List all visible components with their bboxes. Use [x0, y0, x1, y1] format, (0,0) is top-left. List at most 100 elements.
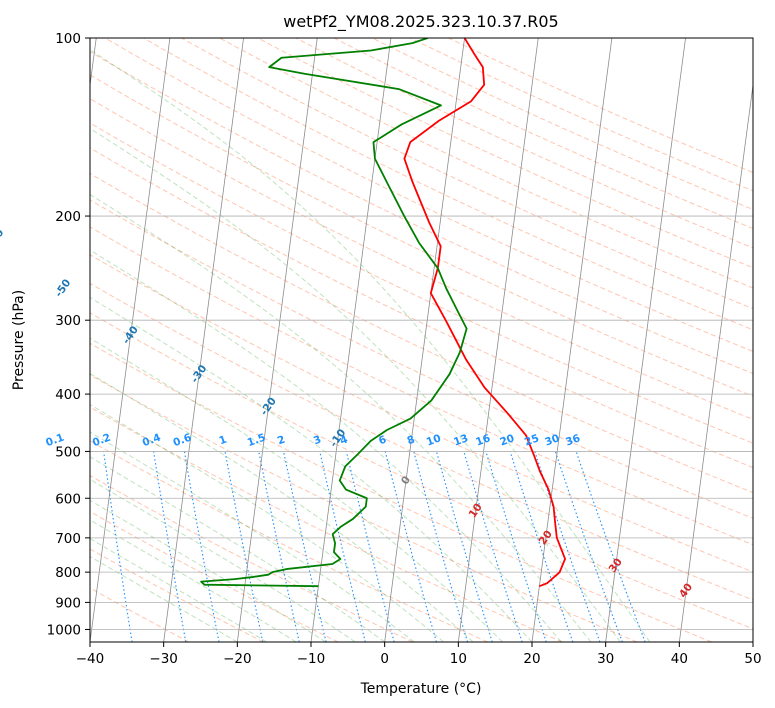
mixing-ratio-line — [319, 451, 366, 642]
moist-adiabat — [90, 49, 651, 642]
moist-adiabat — [90, 193, 592, 642]
isotherm — [90, 38, 171, 642]
isotherm — [90, 38, 97, 89]
y-tick-label: 500 — [55, 444, 81, 460]
dewpoint-line — [200, 38, 468, 588]
isotherm-label: -50 — [53, 277, 74, 299]
isotherm-label: -30 — [189, 363, 210, 385]
mixing-ratio-label: 16 — [474, 432, 492, 448]
mixing-ratio-line — [463, 451, 523, 642]
x-tick-label: 30 — [597, 651, 614, 667]
isotherm — [310, 38, 392, 642]
y-tick-label: 600 — [55, 491, 81, 507]
y-tick-label: 700 — [55, 531, 81, 547]
y-tick-label: 300 — [55, 313, 81, 329]
mixing-ratio-label: 30 — [543, 432, 561, 448]
moist-adiabat — [90, 403, 444, 642]
moist-adiabat — [90, 538, 268, 642]
isotherm-label: 40 — [677, 581, 695, 600]
x-tick-label: 50 — [744, 651, 761, 667]
mixing-ratio-label: 1.5 — [246, 432, 268, 450]
y-tick-label: 900 — [55, 595, 81, 611]
dry-adiabat — [90, 374, 638, 642]
dry-adiabat — [90, 406, 563, 642]
isotherm — [678, 82, 753, 642]
mixing-ratio-label: 6 — [377, 433, 388, 447]
dry-adiabat — [90, 587, 190, 642]
x-axis-label: Temperature (°C) — [360, 681, 482, 697]
mixing-ratio-line — [183, 451, 220, 642]
isotherm — [163, 38, 244, 642]
dry-adiabat — [90, 147, 753, 469]
isotherm — [531, 38, 613, 642]
mixing-ratio-label: 1 — [217, 433, 228, 447]
moist-adiabat — [90, 337, 503, 642]
mixing-ratio-line — [258, 451, 300, 642]
mixing-ratio-line — [224, 451, 264, 642]
x-tick-label: −10 — [297, 651, 326, 667]
dry-adiabat — [333, 38, 753, 230]
y-tick-label: 1000 — [47, 622, 81, 638]
dry-adiabat — [90, 474, 414, 642]
isotherm-label: 20 — [537, 528, 555, 547]
moist-adiabat — [90, 296, 533, 642]
mixing-ratio-label: 8 — [406, 433, 417, 447]
dry-adiabat — [90, 440, 488, 642]
mixing-ratio-label: 0.6 — [172, 432, 194, 450]
mixing-ratio-line — [554, 451, 623, 642]
mixing-ratio-label: 25 — [523, 432, 541, 448]
dry-adiabat — [372, 38, 753, 211]
moist-adiabat — [90, 372, 474, 642]
dry-adiabat — [219, 38, 753, 289]
dry-adiabat — [90, 254, 753, 573]
mixing-ratio-line — [509, 451, 574, 642]
x-tick-label: 40 — [671, 651, 688, 667]
isotherm — [457, 38, 539, 642]
dry-adiabat — [90, 226, 753, 546]
dry-adiabat — [104, 38, 753, 352]
moist-adiabat — [90, 127, 621, 642]
mixing-ratio-label: 10 — [425, 432, 443, 448]
mixing-ratio-line — [413, 451, 469, 642]
mixing-ratio-line — [103, 451, 133, 642]
plot-frame — [89, 37, 754, 643]
x-tick-label: −40 — [76, 651, 105, 667]
dry-adiabat — [90, 312, 753, 630]
moist-adiabat — [90, 431, 415, 642]
dry-adiabat — [90, 199, 753, 519]
isotherm — [236, 38, 318, 642]
dry-adiabat — [143, 38, 753, 331]
mixing-ratio-label: 13 — [452, 432, 470, 448]
dry-adiabat — [90, 51, 753, 375]
mixing-ratio-line — [283, 451, 327, 642]
isotherm-label: -20 — [258, 395, 279, 417]
moist-adiabat — [90, 478, 356, 642]
moist-adiabat — [90, 519, 297, 642]
mixing-ratio-label: 0.1 — [44, 432, 66, 450]
chart-title: wetPf2_YM08.2025.323.10.37.R05 — [283, 12, 558, 32]
isotherm — [384, 38, 465, 642]
y-axis-label: Pressure (hPa) — [11, 290, 27, 390]
dry-adiabat — [90, 548, 264, 642]
moist-adiabat — [90, 456, 385, 642]
mixing-ratio-line — [485, 451, 547, 642]
dry-adiabat — [181, 38, 753, 310]
isotherm-label: -60 — [0, 227, 6, 249]
mixing-ratio-label: 2 — [276, 433, 287, 447]
isotherm — [605, 38, 686, 642]
dry-adiabat — [257, 38, 753, 269]
temperature-line — [403, 38, 566, 588]
mixing-ratio-label: 20 — [498, 432, 516, 448]
mixing-ratio-label: 36 — [564, 432, 582, 448]
mixing-ratio-line — [534, 451, 601, 642]
x-tick-label: 0 — [380, 651, 389, 667]
moist-adiabat — [90, 555, 238, 642]
moist-adiabat — [90, 499, 327, 642]
y-tick-label: 200 — [55, 209, 81, 225]
x-tick-label: −20 — [223, 651, 252, 667]
mixing-ratio-line — [153, 451, 187, 642]
dry-adiabat — [90, 172, 753, 494]
mixing-ratio-label: 4 — [338, 433, 349, 447]
dry-adiabat — [90, 122, 753, 444]
